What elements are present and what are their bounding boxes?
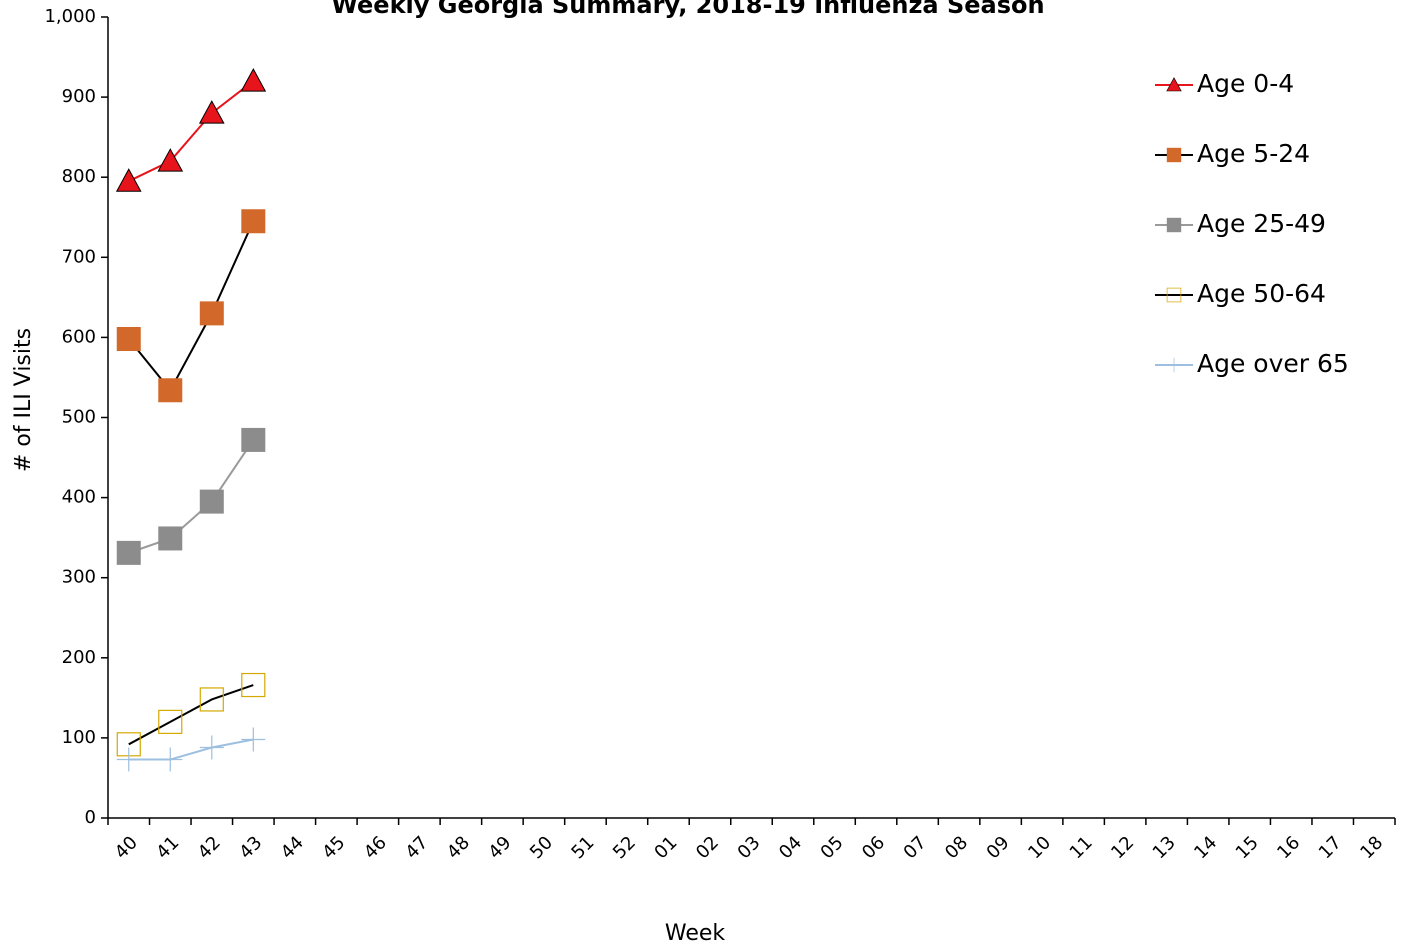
y-tick-label: 100 [62,727,96,748]
series-line [128,80,254,183]
x-tick-label: 04 [775,832,806,863]
data-point [241,672,266,698]
data-point [158,709,183,734]
x-tick-label: 07 [900,832,931,863]
x-tick-label: 42 [194,832,225,863]
x-tick-label: 08 [941,832,972,863]
y-tick-label: 0 [85,807,96,828]
x-tick-label: 18 [1356,832,1387,863]
legend-marker [1166,217,1182,233]
x-tick-label: 45 [318,832,349,863]
x-tick-label: 44 [277,832,308,863]
x-tick-label: 03 [734,832,765,863]
y-axis-label: # of ILI Visits [11,328,36,472]
y-tick-label: 900 [62,86,96,107]
x-tick-label: 15 [1232,832,1263,863]
series-line [127,220,255,393]
x-tick-label: 43 [235,832,266,863]
data-point [158,526,183,551]
x-tick-label: 10 [1024,832,1055,863]
data-point [199,735,224,760]
series-line [128,738,254,761]
y-tick-label: 1,000 [44,6,96,27]
y-tick-label: 700 [62,246,96,267]
y-tick-label: 400 [62,487,96,508]
x-tick-label: 48 [443,832,474,863]
x-tick-label: 14 [1190,832,1221,863]
data-point [158,747,183,772]
x-tick-label: 49 [484,832,515,863]
series-line [128,684,254,746]
x-tick-label: 46 [360,832,391,863]
legend-label: Age 0-4 [1197,69,1294,98]
x-tick-label: 12 [1107,832,1138,863]
data-point [158,378,183,403]
x-tick-label: 47 [401,832,432,863]
data-point [240,68,267,92]
legend-marker [1166,147,1182,163]
series-line [128,439,255,554]
legend-label: Age 50-64 [1197,279,1326,308]
x-tick-label: 41 [152,832,183,863]
legend-marker [1166,357,1182,373]
legend-label: Age over 65 [1197,349,1349,378]
legend-marker [1166,77,1182,92]
legend-marker [1166,287,1182,303]
legend-label: Age 25-49 [1197,209,1326,238]
data-point [241,209,266,234]
data-point [116,747,141,772]
data-point [116,327,141,352]
data-point [116,540,141,565]
x-tick-label: 52 [609,832,640,863]
data-point [199,687,224,712]
x-tick-label: 05 [817,832,848,863]
data-point [199,489,224,514]
data-point [241,427,266,452]
x-tick-label: 17 [1315,832,1346,863]
x-tick-label: 40 [111,832,142,863]
data-point [198,100,225,124]
data-point [157,148,184,172]
y-tick-label: 300 [62,567,96,588]
y-tick-label: 200 [62,647,96,668]
x-tick-label: 09 [983,832,1014,863]
x-tick-label: 06 [858,832,889,863]
x-tick-label: 01 [650,832,681,863]
y-tick-label: 500 [62,407,96,428]
x-tick-label: 11 [1066,832,1097,863]
x-axis-label: Week [665,921,726,946]
data-point [199,301,224,326]
y-tick-label: 600 [62,326,96,347]
x-tick-label: 50 [526,832,557,863]
data-point [115,168,142,192]
chart-title: Weekly Georgia Summary, 2018-19 Influenz… [331,0,1044,19]
x-tick-label: 16 [1273,832,1304,863]
x-tick-label: 51 [567,832,598,863]
data-point [241,727,266,752]
x-tick-label: 02 [692,832,723,863]
x-tick-label: 13 [1149,832,1180,863]
legend-label: Age 5-24 [1197,139,1310,168]
y-tick-label: 800 [62,166,96,187]
